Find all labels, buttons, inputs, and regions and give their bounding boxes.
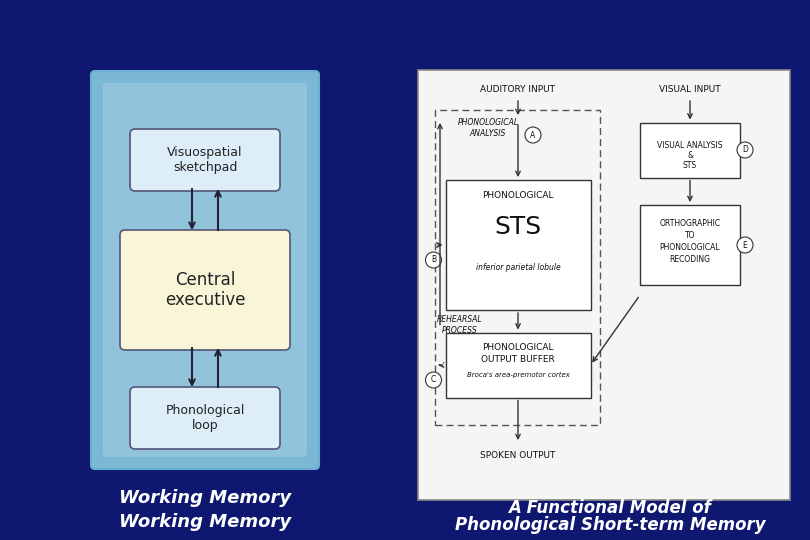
Text: C: C xyxy=(431,375,436,384)
Text: E: E xyxy=(743,240,748,249)
FancyBboxPatch shape xyxy=(103,83,307,457)
Text: REHEARSAL
PROCESS: REHEARSAL PROCESS xyxy=(437,315,483,335)
Text: PHONOLOGICAL: PHONOLOGICAL xyxy=(482,191,554,199)
Circle shape xyxy=(737,142,753,158)
Text: Working Memory: Working Memory xyxy=(119,513,291,531)
FancyBboxPatch shape xyxy=(91,71,319,469)
Bar xyxy=(640,205,740,285)
FancyBboxPatch shape xyxy=(130,387,280,449)
Bar xyxy=(418,70,790,500)
Text: inferior parietal lobule: inferior parietal lobule xyxy=(475,262,561,272)
Text: D: D xyxy=(742,145,748,154)
Text: Broca's area-premotor cortex: Broca's area-premotor cortex xyxy=(467,372,569,378)
Text: Visuospatial
sketchpad: Visuospatial sketchpad xyxy=(167,146,243,174)
Text: TO: TO xyxy=(684,231,695,240)
Circle shape xyxy=(425,252,441,268)
Text: VISUAL ANALYSIS: VISUAL ANALYSIS xyxy=(657,140,723,150)
Text: AUDITORY INPUT: AUDITORY INPUT xyxy=(480,85,556,94)
FancyBboxPatch shape xyxy=(130,129,280,191)
Bar xyxy=(446,333,590,397)
Text: A: A xyxy=(531,131,535,139)
Text: Phonological Short-term Memory: Phonological Short-term Memory xyxy=(454,516,765,534)
Circle shape xyxy=(525,127,541,143)
Text: ORTHOGRAPHIC: ORTHOGRAPHIC xyxy=(659,219,721,227)
Text: PHONOLOGICAL: PHONOLOGICAL xyxy=(482,342,554,352)
Text: Central
executive: Central executive xyxy=(164,271,245,309)
Text: RECODING: RECODING xyxy=(670,254,710,264)
Text: PHONOLOGICAL: PHONOLOGICAL xyxy=(659,242,720,252)
Text: A Functional Model of: A Functional Model of xyxy=(509,499,711,517)
Bar xyxy=(435,110,600,425)
Text: VISUAL INPUT: VISUAL INPUT xyxy=(659,85,721,94)
Text: PHONOLOGICAL
ANALYSIS: PHONOLOGICAL ANALYSIS xyxy=(458,118,518,138)
Text: STS: STS xyxy=(683,160,697,170)
Text: SPOKEN OUTPUT: SPOKEN OUTPUT xyxy=(480,450,556,460)
Circle shape xyxy=(425,372,441,388)
FancyBboxPatch shape xyxy=(120,230,290,350)
Circle shape xyxy=(737,237,753,253)
Bar xyxy=(640,123,740,178)
Text: &: & xyxy=(687,151,693,159)
Text: B: B xyxy=(431,255,436,265)
Text: STS: STS xyxy=(494,215,542,239)
Text: OUTPUT BUFFER: OUTPUT BUFFER xyxy=(481,355,555,364)
Bar xyxy=(446,180,590,310)
Text: Working Memory: Working Memory xyxy=(119,489,291,507)
Text: Phonological
loop: Phonological loop xyxy=(165,404,245,432)
